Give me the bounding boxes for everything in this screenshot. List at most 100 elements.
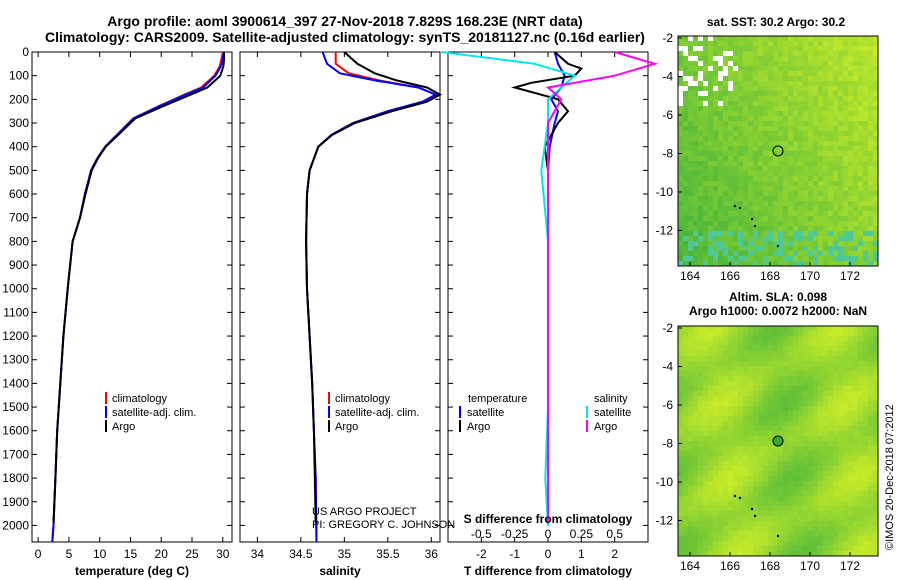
map-cell [773,96,779,102]
map-cell [728,326,734,332]
map-cell [763,326,769,332]
map-cell [703,511,709,517]
map-cell [863,141,869,147]
map-cell [873,66,879,72]
map-cell [868,116,874,122]
map-cell [693,521,699,527]
map-cell [853,546,859,552]
map-cell [713,196,719,202]
map-cell [683,101,689,107]
map-cell [723,326,729,332]
map-cell [713,516,719,522]
map-cell [818,511,824,517]
map-cell [763,521,769,527]
map-cell [868,436,874,442]
map-cell [733,61,739,67]
map-cell [683,491,689,497]
map-cell [743,226,749,232]
map-cell [748,46,754,52]
map-cell [683,106,689,112]
map-cell [703,191,709,197]
map-cell [868,356,874,362]
map-cell [758,376,764,382]
map-cell [783,426,789,432]
map-cell [868,226,874,232]
map-cell [773,526,779,532]
map-cell [868,111,874,117]
map-cell [763,226,769,232]
map-cell [743,246,749,252]
map-cell [698,446,704,452]
map-cell [783,226,789,232]
map-cell [853,551,859,557]
map-cell [818,496,824,502]
map-cell [708,201,714,207]
map-cell [723,111,729,117]
map-cell [818,516,824,522]
map-cell [768,241,774,247]
map-cell [718,71,724,77]
map-cell [833,396,839,402]
map-cell [873,116,879,122]
map-cell [703,106,709,112]
map-cell [703,36,709,42]
map-cell [738,421,744,427]
map-cell [773,101,779,107]
map-cell [793,436,799,442]
map-cell [683,501,689,507]
island-marker [753,224,757,228]
map-cell [838,536,844,542]
map-cell [713,476,719,482]
map-cell [778,251,784,257]
map-cell [743,191,749,197]
map-cell [823,176,829,182]
map-cell [768,516,774,522]
map-cell [838,331,844,337]
map-cell [858,376,864,382]
map-cell [843,261,849,267]
map-cell [788,536,794,542]
map-cell [788,61,794,67]
map-cell [818,136,824,142]
map-cell [853,201,859,207]
map-cell [693,96,699,102]
map-cell [708,246,714,252]
map-cell [748,201,754,207]
map-cell [713,356,719,362]
map-cell [823,361,829,367]
map-cell [708,216,714,222]
map-cell [748,186,754,192]
map-cell [753,481,759,487]
map-cell [713,156,719,162]
map-cell [718,66,724,72]
map-cell [788,346,794,352]
depth-tick-label: 1300 [2,353,29,367]
map-cell [813,91,819,97]
map-cell [683,451,689,457]
map-cell [708,256,714,262]
map-cell [728,546,734,552]
map-cell [728,486,734,492]
map-cell [828,386,834,392]
map-cell [708,186,714,192]
map-cell [873,511,879,517]
map-cell [748,366,754,372]
map-cell [853,481,859,487]
map-cell [763,106,769,112]
map-cell [768,141,774,147]
map-cell [693,371,699,377]
map-cell [813,541,819,547]
map-cell [743,256,749,262]
map-cell [758,426,764,432]
map-cell [803,541,809,547]
map-cell [753,366,759,372]
map-cell [738,406,744,412]
map-cell [693,161,699,167]
map-cell [758,231,764,237]
map-cell [733,526,739,532]
map-cell [728,71,734,77]
map-cell [818,541,824,547]
map-cell [863,146,869,152]
map-cell [783,196,789,202]
map-cell [873,96,879,102]
